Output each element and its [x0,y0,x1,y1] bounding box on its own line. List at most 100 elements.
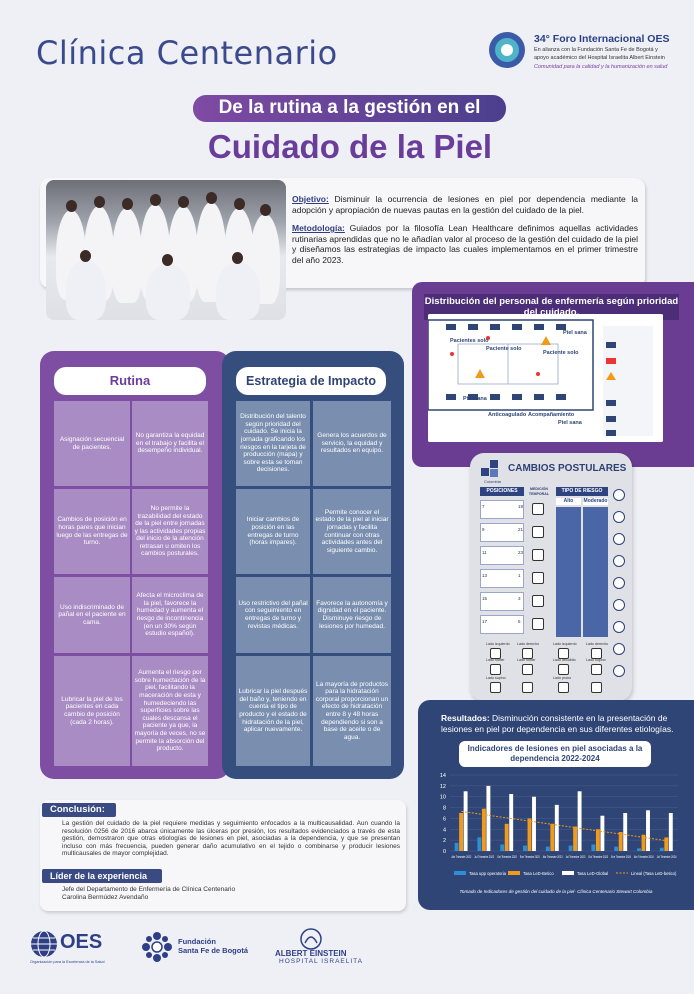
y-tick-label: 2 [443,838,446,844]
posture-checkbox[interactable] [522,682,533,693]
distribution-label: Paciente solo [543,350,579,356]
posture-ring [613,599,625,611]
posture-hour: 11 [482,550,487,555]
posture-checkbox[interactable] [558,664,569,675]
posture-row [480,615,524,634]
rutina-cell: No permite la trazabilidad del estado de… [132,489,208,574]
rutina-cell: Afecta el microclima de la piel, favorec… [132,577,208,653]
posture-hour: 9 [482,527,485,532]
y-tick-label: 0 [443,849,446,855]
legend-label: Tasa LeD-Betico [523,871,554,876]
posture-checkbox[interactable] [490,664,501,675]
x-tick-label: Jul Trimestre 2022 [474,855,494,859]
y-tick-label: 8 [443,806,446,812]
forum-logo-icon [489,32,525,68]
posture-checkbox[interactable] [558,682,569,693]
leader-name: Carolina Bermúdez Avendaño [62,894,149,901]
posture-hour: 5 [518,619,521,624]
y-tick-label: 6 [443,816,446,822]
posture-position-label: Lado decúbito [553,658,576,662]
rutina-cell: Asignación secuencial de pacientes. [54,401,130,486]
x-tick-label: Jul Trimestre 2024 [657,855,677,859]
bar-2 [600,815,605,851]
posture-ring [613,511,625,523]
x-tick-label: Ene Trimestre 2024 [611,855,631,859]
posture-hour: 21 [518,527,524,532]
posture-row [480,500,524,519]
posture-hour: 19 [518,504,524,509]
posture-brand: Colombia [484,479,501,484]
method-text: Metodología: Guiados por la filosofía Le… [292,223,638,265]
posture-header: MEDICIÓN TEMPORAL [528,487,550,496]
posture-checkbox[interactable] [591,664,602,675]
legend-swatch [508,871,520,875]
leader-title: Líder de la experiencia [42,869,162,883]
x-tick-label: Abr Trimestre 2022 [452,855,472,859]
posture-checkbox[interactable] [532,549,544,561]
headline-band [193,95,506,122]
team-photo [46,180,286,320]
posture-row [480,546,524,565]
forum-subtitle-2: apoyo académico del Hospital Israelita A… [534,55,665,61]
rutina-cell: No garantiza la equidad en el trabajo y … [132,401,208,486]
distribution-label: Pacientes solo [450,338,489,344]
estrategia-cell: Lubricar la piel después del baño y, ten… [236,656,310,766]
posture-position-label: Lado fowler [517,658,536,662]
posture-checkbox[interactable] [522,648,533,659]
conclusion-text: La gestión del cuidado de la piel requie… [62,820,400,858]
legend-label: Tasa LeD-Global [577,871,608,876]
bar-1 [664,837,669,851]
posture-checkbox[interactable] [532,503,544,515]
posture-checkbox[interactable] [591,682,602,693]
posture-checkbox[interactable] [591,648,602,659]
distribution-map: Pacientes solo Paciente solo Piel sana P… [428,314,663,442]
bar-1 [550,823,555,851]
estrategia-cell: Iniciar cambios de posición en las entre… [236,489,310,574]
x-tick-label: Oct Trimestre 2022 [497,855,517,859]
posture-position-label: Lado derecho [517,642,539,646]
oes-logo-text: OES [60,931,103,953]
x-tick-label: Oct Trimestre 2023 [588,855,608,859]
posture-ring [613,665,625,677]
bar-1 [573,826,578,851]
posture-position-label: Lado izquierdo [553,642,577,646]
results-text: Resultados: Disminución consistente en l… [441,713,674,734]
posture-checkbox[interactable] [490,682,501,693]
bar-1 [481,808,486,851]
posture-hour: 15 [482,596,488,601]
posture-checkbox[interactable] [532,618,544,630]
posture-checkbox[interactable] [532,595,544,607]
bar-2 [532,796,536,851]
x-tick-label: Ene Trimestre 2023 [520,855,540,859]
bar-1 [527,818,532,851]
oes-tagline: Organización para la Excelencia de la Sa… [30,960,105,964]
bar-2 [554,804,559,851]
bar-2 [668,813,673,851]
posture-checkbox[interactable] [532,572,544,584]
posture-checkbox[interactable] [532,526,544,538]
bar-0 [637,848,641,851]
einstein-name-2: HOSPITAL ISRAELITA [279,958,363,965]
posture-header: POSICIONES [480,487,524,496]
posture-checkbox[interactable] [522,664,533,675]
posture-checkbox[interactable] [558,648,569,659]
einstein-name-1: ALBERT EINSTEIN [275,949,347,958]
bar-2 [623,813,628,851]
posture-ring [613,577,625,589]
einstein-logo-icon [300,928,322,950]
forum-tagline: Comunidad para la calidad y la humanizac… [534,64,668,70]
y-tick-label: 10 [440,795,446,801]
distribution-label: Piel sana [463,396,488,402]
posture-position-label: Lado fowler [486,658,505,662]
distribution-label: Anticoagulado [488,412,527,418]
y-tick-label: 12 [440,784,446,790]
posture-position-label: Lado supino [486,676,506,680]
posture-hour: 1 [518,573,521,578]
posture-risk-column-high [556,507,581,637]
posture-risk-high: Alto [556,498,581,505]
posture-header: TIPO DE RIESGO [556,487,608,496]
clinic-title: Clínica Centenario [36,34,338,72]
headline-line-1: De la rutina a la gestión en el [218,97,481,118]
posture-checkbox[interactable] [490,648,501,659]
